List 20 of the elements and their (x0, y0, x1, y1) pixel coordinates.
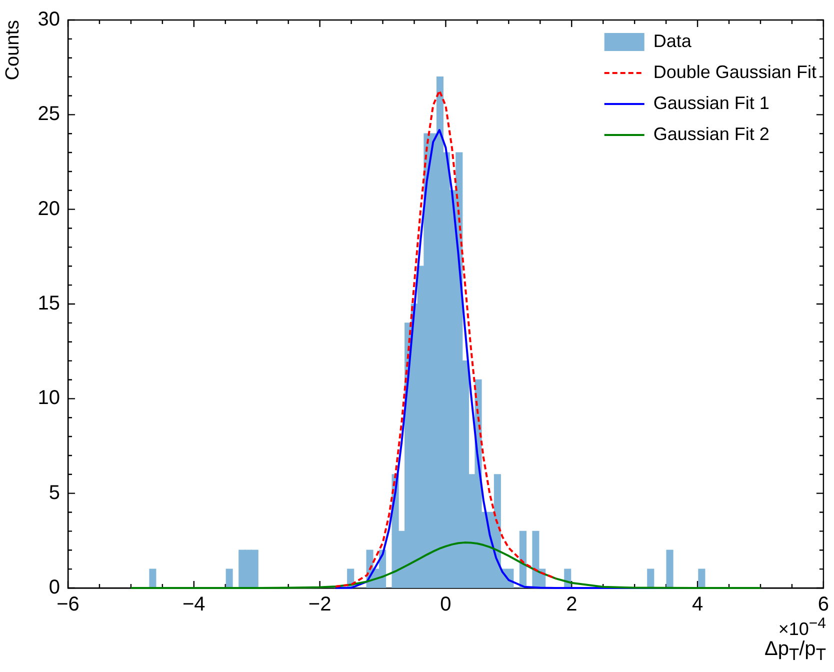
text: ×10$^{−4}$ (778, 614, 826, 639)
x-tick-label: −2 (308, 594, 332, 616)
x-tick-label: 2 (566, 594, 578, 616)
legend-label: Double Gaussian Fit (653, 62, 816, 82)
y-tick-label: 10 (38, 387, 60, 410)
line-series (334, 90, 557, 588)
y-tick-label: 15 (38, 292, 60, 315)
y-axis-title: Counts (2, 20, 24, 80)
legend-label: Gaussian Fit 1 (653, 92, 770, 113)
y-tick-label: 20 (38, 198, 60, 220)
legend-label: Data (653, 30, 692, 51)
x-axis-title: Δp$_{T}$/p$_{T}$ (764, 637, 826, 666)
x-tick-label: 0 (440, 594, 452, 616)
x-tick-label: −4 (182, 594, 206, 616)
y-tick-label: 25 (38, 103, 60, 126)
y-tick-label: 5 (48, 482, 60, 504)
y-tick-label: 30 (38, 8, 60, 31)
x-tick-label: 4 (692, 594, 704, 616)
legend-label: Gaussian Fit 2 (653, 124, 770, 144)
x-tick-label: 6 (818, 594, 829, 616)
